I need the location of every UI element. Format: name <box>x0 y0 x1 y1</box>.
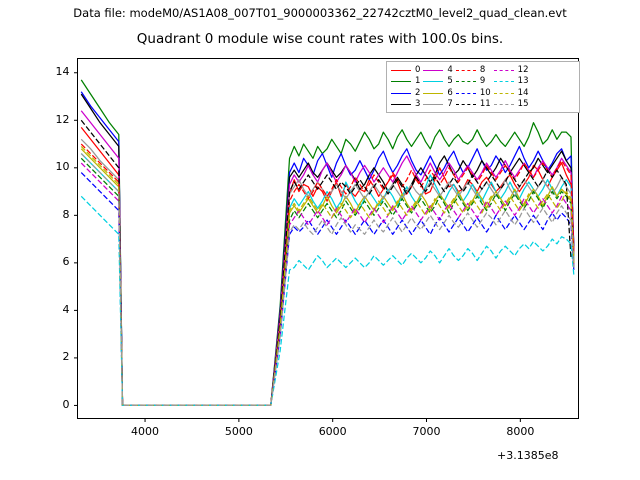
legend-grid: 0 1 2 3 4 5 6 7 8 9 10 11 12 13 14 15 <box>391 65 577 110</box>
legend-line-swatch-1 <box>391 81 411 83</box>
legend-label-10: 10 <box>479 87 491 98</box>
series-line-2 <box>80 91 575 407</box>
series-line-8 <box>80 143 575 407</box>
series-line-15 <box>80 153 575 407</box>
x-tick-label: 5000 <box>224 424 253 438</box>
legend-label-0: 0 <box>415 65 421 75</box>
x-tick-label: 4000 <box>131 424 160 438</box>
series-line-13 <box>80 195 575 407</box>
y-tick-label: 10 <box>55 160 70 174</box>
legend-entry-11[interactable]: 11 <box>455 98 491 110</box>
legend-label-14: 14 <box>517 87 529 98</box>
legend-entry-2[interactable]: 2 <box>391 88 420 99</box>
legend-line-swatch-8 <box>455 70 476 71</box>
chart-title: Quadrant 0 module wise count rates with … <box>136 31 504 47</box>
series-line-9 <box>80 157 575 407</box>
legend-label-7: 7 <box>447 98 453 109</box>
series-line-10 <box>80 172 575 407</box>
legend-entry-1[interactable]: 1 <box>391 76 420 87</box>
legend-line-swatch-6 <box>423 92 444 94</box>
legend-label-3: 3 <box>415 98 421 109</box>
legend-label-2: 2 <box>415 87 421 98</box>
legend-label-15: 15 <box>517 98 529 109</box>
legend-line-swatch-5 <box>423 81 444 83</box>
legend-label-13: 13 <box>517 76 529 87</box>
legend-label-12: 12 <box>517 65 529 75</box>
legend-line-swatch-10 <box>455 92 476 94</box>
legend-line-swatch-4 <box>423 70 444 71</box>
legend-label-4: 4 <box>447 65 453 75</box>
x-tick-label: 8000 <box>506 424 535 438</box>
legend-line-swatch-2 <box>391 92 411 94</box>
y-tick-label: 8 <box>62 207 70 221</box>
legend-line-swatch-0 <box>391 70 411 71</box>
legend-label-11: 11 <box>479 98 491 109</box>
legend-line-swatch-12 <box>493 70 514 71</box>
legend-line-swatch-11 <box>455 103 476 105</box>
legend-label-5: 5 <box>447 76 453 87</box>
legend-entry-0[interactable]: 0 <box>391 65 420 76</box>
legend-column-2: 8 9 10 11 <box>455 65 491 110</box>
legend-label-6: 6 <box>447 87 453 98</box>
series-line-4 <box>80 110 575 407</box>
legend-label-8: 8 <box>479 65 486 75</box>
legend-label-9: 9 <box>479 76 486 87</box>
legend-entry-12[interactable]: 12 <box>493 65 529 76</box>
x-axis-offset-label: +3.1385e8 <box>497 449 559 462</box>
legend-entry-7[interactable]: 7 <box>423 98 453 110</box>
y-tick-label: 14 <box>55 65 70 79</box>
legend-entry-15[interactable]: 15 <box>493 98 529 110</box>
y-tick-label: 12 <box>55 112 70 126</box>
legend-line-swatch-13 <box>493 81 514 83</box>
series-line-14 <box>80 145 575 407</box>
series-line-1 <box>80 79 575 407</box>
y-tick-label: 6 <box>62 255 70 269</box>
legend-entry-5[interactable]: 5 <box>423 76 453 87</box>
x-tick-label: 6000 <box>318 424 347 438</box>
chart-legend[interactable]: 0 1 2 3 4 5 6 7 8 9 10 11 12 13 14 15 <box>386 61 580 113</box>
y-tick-label: 0 <box>62 397 70 411</box>
axes-border <box>77 58 579 419</box>
legend-line-swatch-7 <box>423 103 444 105</box>
legend-line-swatch-3 <box>391 103 411 105</box>
legend-entry-10[interactable]: 10 <box>455 87 491 99</box>
legend-line-swatch-15 <box>493 103 514 105</box>
legend-label-1: 1 <box>415 76 421 87</box>
data-series-group <box>80 79 575 407</box>
axes-frame <box>77 58 579 419</box>
legend-entry-4[interactable]: 4 <box>423 65 453 76</box>
legend-entry-8[interactable]: 8 <box>455 65 491 76</box>
legend-entry-3[interactable]: 3 <box>391 99 420 110</box>
x-tick-label: 7000 <box>412 424 441 438</box>
series-line-7 <box>80 138 575 407</box>
legend-entry-14[interactable]: 14 <box>493 87 529 99</box>
legend-entry-13[interactable]: 13 <box>493 76 529 87</box>
legend-line-swatch-9 <box>455 81 476 83</box>
legend-column-3: 12 13 14 15 <box>493 65 529 110</box>
tick-marks <box>74 72 521 422</box>
legend-entry-9[interactable]: 9 <box>455 76 491 87</box>
legend-entry-6[interactable]: 6 <box>423 87 453 99</box>
y-tick-label: 2 <box>62 350 70 364</box>
legend-line-swatch-14 <box>493 92 514 94</box>
datafile-caption: Data file: modeM0/AS1A08_007T01_90000033… <box>73 6 567 20</box>
y-tick-label: 4 <box>62 302 70 316</box>
